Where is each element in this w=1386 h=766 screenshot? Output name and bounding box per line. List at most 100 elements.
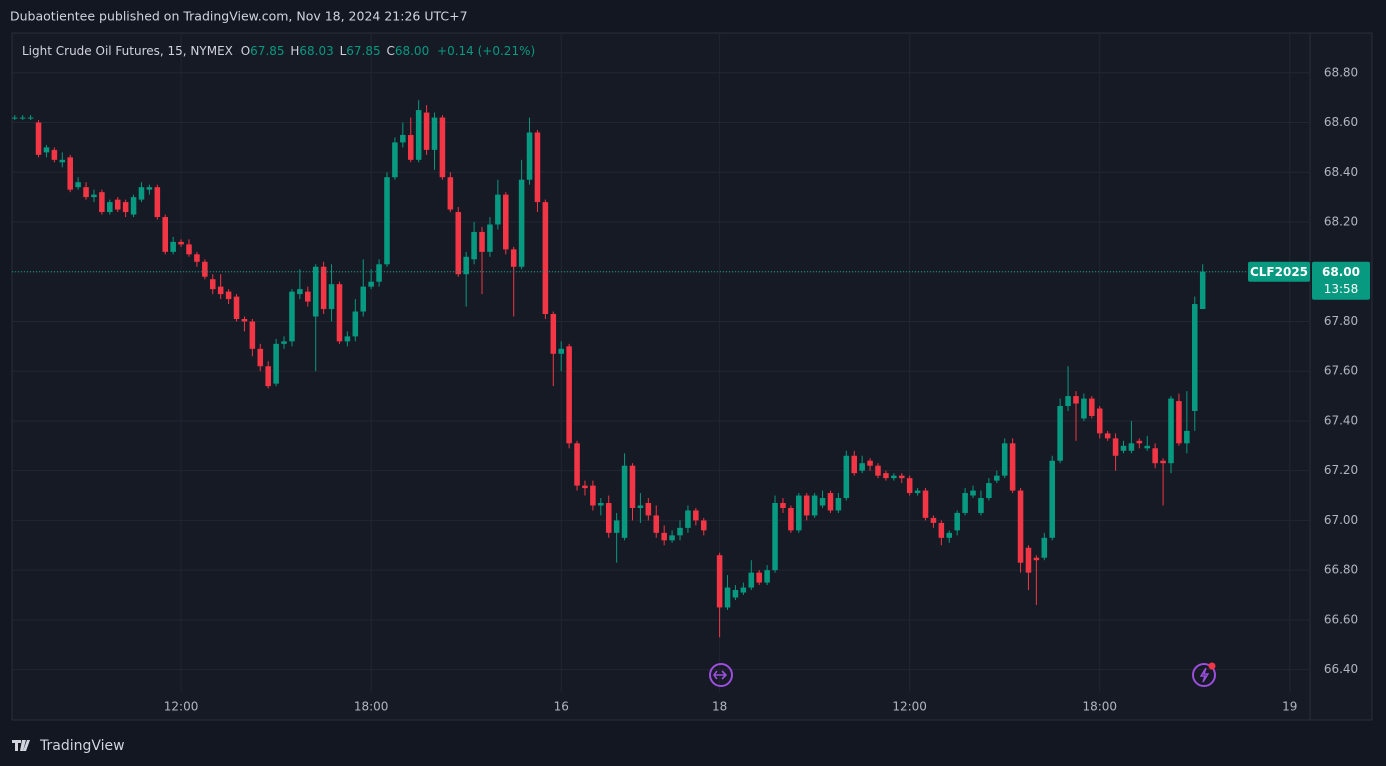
candle-body bbox=[788, 507, 794, 531]
candle-body bbox=[257, 348, 264, 367]
candle-body bbox=[305, 291, 311, 302]
candle-body bbox=[344, 336, 351, 342]
candle-body bbox=[328, 284, 335, 310]
icon-dot bbox=[1208, 662, 1216, 670]
candle-body bbox=[249, 321, 256, 349]
icon-circle bbox=[1192, 663, 1216, 687]
x-tick-label: 18:00 bbox=[354, 700, 389, 714]
candle-body bbox=[1192, 304, 1198, 411]
candle-body bbox=[186, 244, 192, 255]
candle-body bbox=[653, 515, 660, 533]
candle-body bbox=[534, 132, 541, 203]
y-tick-label: 67.80 bbox=[1324, 314, 1358, 328]
session-icon[interactable] bbox=[709, 663, 733, 687]
candle-body bbox=[994, 475, 1000, 481]
candle-body bbox=[748, 572, 755, 588]
logo bbox=[12, 740, 30, 751]
candle-body bbox=[1152, 448, 1158, 464]
legend: Light Crude Oil Futures, 15, NYMEX O67.8… bbox=[22, 44, 535, 58]
icon-circle bbox=[709, 663, 733, 687]
candle-body bbox=[178, 241, 184, 245]
candle-body bbox=[336, 284, 343, 342]
candle-body bbox=[1160, 460, 1166, 464]
candle-body bbox=[724, 587, 731, 608]
candle-body bbox=[289, 291, 295, 342]
candle-body bbox=[891, 475, 897, 479]
candle-body bbox=[407, 134, 414, 160]
y-tick-label: 66.80 bbox=[1324, 563, 1358, 577]
x-tick-label: 12:00 bbox=[164, 700, 199, 714]
candle-body bbox=[1017, 490, 1024, 563]
candle-body bbox=[487, 224, 493, 252]
candle-body bbox=[376, 264, 382, 282]
candle-body bbox=[1112, 438, 1119, 456]
y-tick-label: 66.60 bbox=[1324, 612, 1358, 626]
candle-body bbox=[1025, 547, 1032, 573]
chart-pane bbox=[11, 32, 1373, 721]
candle-body bbox=[645, 503, 652, 516]
legend-close: 68.00 bbox=[395, 44, 429, 58]
candle-body bbox=[1001, 443, 1008, 476]
legend-symbol: Light Crude Oil Futures, 15, NYMEX bbox=[22, 44, 233, 58]
candle-body bbox=[384, 177, 390, 265]
candle-body bbox=[75, 182, 81, 188]
candle-body bbox=[1176, 401, 1182, 444]
candle-body bbox=[851, 455, 858, 474]
candle-body bbox=[700, 520, 707, 531]
candle-body bbox=[225, 291, 232, 300]
candle-body bbox=[598, 503, 604, 506]
candle-body bbox=[91, 194, 97, 198]
candle-body bbox=[661, 532, 667, 541]
event-icon[interactable] bbox=[1192, 662, 1216, 687]
candle-body bbox=[811, 495, 818, 516]
candle-body bbox=[582, 485, 588, 489]
candle-body bbox=[130, 197, 137, 215]
legend-low-label: L bbox=[340, 44, 347, 58]
candle-body bbox=[1065, 396, 1071, 407]
candle-body bbox=[1120, 445, 1127, 451]
candle-body bbox=[154, 187, 161, 218]
countdown-label: 13:58 bbox=[1324, 282, 1359, 296]
candle-body bbox=[27, 117, 34, 119]
y-tick-label: 67.20 bbox=[1324, 463, 1358, 477]
candle-body bbox=[946, 532, 953, 538]
y-tick-label: 66.40 bbox=[1324, 662, 1358, 676]
legend-open-label: O bbox=[241, 44, 250, 58]
candle-body bbox=[898, 475, 905, 479]
overlay: CLF2025 68.00 13:58 bbox=[12, 261, 1370, 300]
candle-body bbox=[1168, 398, 1174, 464]
candle-body bbox=[368, 281, 374, 287]
legend-open: 67.85 bbox=[250, 44, 284, 58]
x-tick-label: 19 bbox=[1282, 700, 1297, 714]
candle-body bbox=[780, 503, 786, 508]
candle-body bbox=[1199, 271, 1206, 310]
candle-body bbox=[803, 495, 810, 516]
candle-body bbox=[400, 134, 406, 143]
candle-body bbox=[273, 343, 279, 384]
x-tick-label: 18:00 bbox=[1082, 700, 1117, 714]
candle-body bbox=[146, 187, 153, 190]
candle-body bbox=[439, 117, 446, 178]
candle-body bbox=[1104, 433, 1111, 439]
candle-body bbox=[819, 498, 826, 506]
icon-glyph bbox=[1199, 667, 1210, 683]
candle-body bbox=[170, 241, 176, 252]
y-tick-label: 67.00 bbox=[1324, 513, 1358, 527]
candle-body bbox=[51, 149, 58, 160]
candle-body bbox=[914, 490, 921, 494]
candle-body bbox=[209, 279, 216, 290]
candle-body bbox=[471, 231, 477, 260]
grid: 66.40 66.60 66.80 67.00 67.20 67.40 67.60 67.80… bbox=[12, 33, 1358, 714]
candle-body bbox=[352, 311, 359, 337]
legend-low: 67.85 bbox=[346, 44, 380, 58]
candle-body bbox=[843, 455, 850, 499]
x-tick-label: 12:00 bbox=[892, 700, 927, 714]
candle-body bbox=[1096, 408, 1103, 434]
candle-body bbox=[566, 346, 572, 444]
candle-body bbox=[550, 314, 557, 354]
candle-body bbox=[392, 142, 398, 178]
candle-body bbox=[297, 289, 303, 295]
candle-body bbox=[677, 527, 683, 536]
